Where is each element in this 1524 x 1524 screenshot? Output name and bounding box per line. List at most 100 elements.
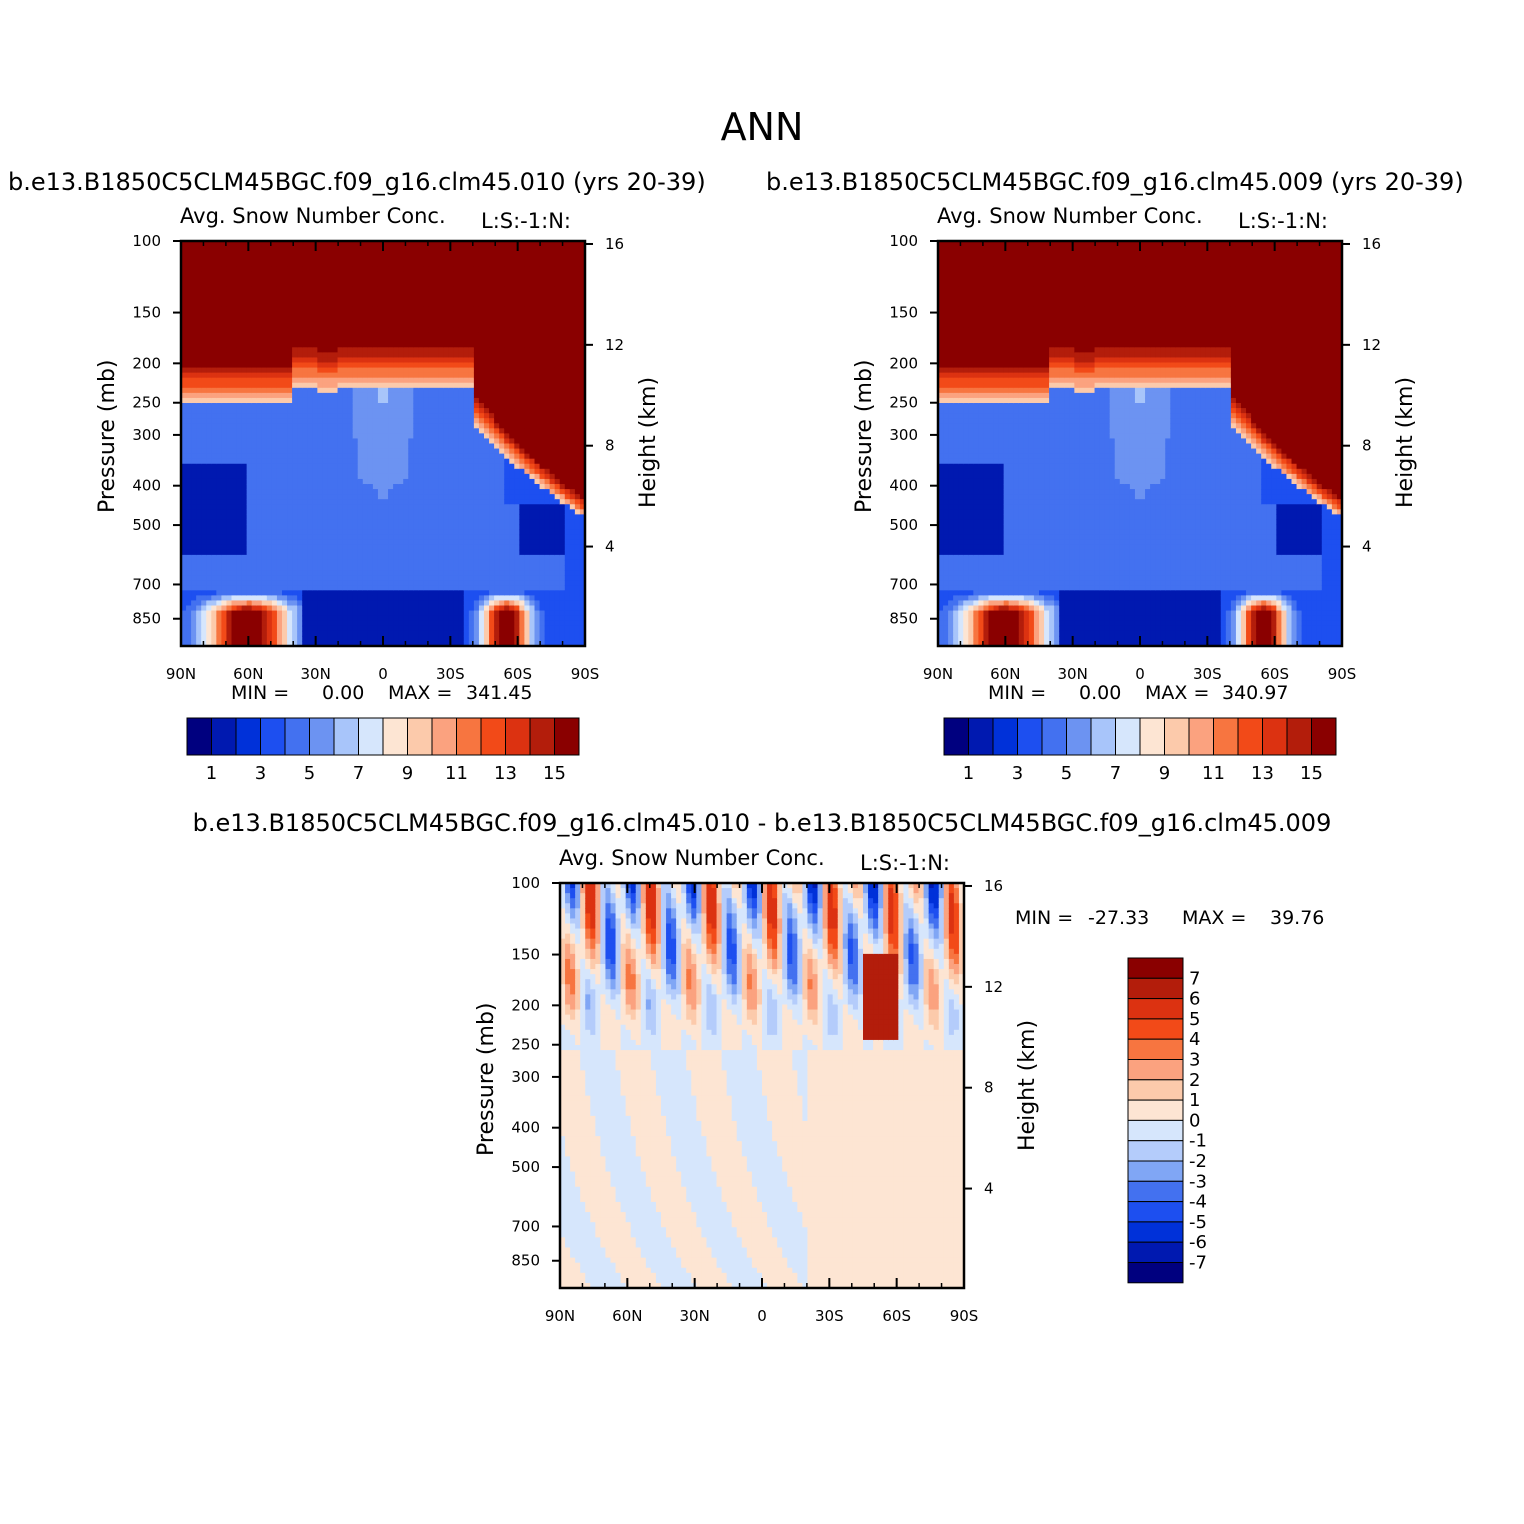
contour-cell [478,539,485,546]
contour-cell [423,241,430,247]
contour-cell [256,494,263,500]
contour-cell [383,524,389,531]
contour-cell [438,529,445,536]
contour-cell [256,261,263,267]
contour-cell [377,246,384,252]
contour-cell [332,266,339,272]
contour-cell [377,615,384,622]
contour-cell [478,478,485,485]
contour-cell [327,509,334,515]
contour-cell [489,261,495,267]
contour-cell [372,524,379,531]
contour-cell [251,387,258,394]
contour-cell [216,403,222,409]
contour-cell [231,357,238,364]
contour-cell [327,544,334,551]
contour-cell [261,246,268,252]
contour-cell [251,458,258,465]
contour-cell [287,514,293,521]
contour-cell [388,342,394,348]
contour-cell [383,630,389,637]
contour-cell [181,392,187,399]
contour-cell [453,504,460,510]
contour-cell [322,559,329,566]
contour-cell [206,352,212,359]
contour-cell [271,322,278,328]
contour-cell [393,347,399,353]
contour-cell [413,246,419,252]
contour-cell [191,347,197,353]
contour-cell [181,266,187,272]
contour-cell [231,261,238,267]
contour-cell [332,625,339,632]
contour-cell [428,377,435,384]
contour-cell [327,570,334,576]
contour-cell [206,327,212,333]
contour-cell [453,403,460,409]
contour-cell [377,448,384,455]
contour-cell [372,362,379,369]
contour-cell [484,251,490,257]
contour-cell [266,585,273,591]
contour-cell [236,640,243,647]
contour-cell [423,246,430,252]
contour-cell [342,575,349,581]
contour-cell [347,504,354,510]
contour-cell [453,281,460,288]
contour-cell [236,610,243,617]
contour-cell [332,600,339,607]
contour-cell [342,519,349,526]
contour-cell [443,342,450,348]
contour-cell [191,362,197,369]
contour-cell [408,301,414,308]
contour-cell [433,251,440,257]
contour-cell [398,433,404,440]
contour-cell [342,625,349,632]
contour-cell [256,534,263,541]
contour-cell [438,519,445,526]
contour-cell [489,276,495,283]
contour-cell [352,271,359,278]
contour-cell [388,514,394,521]
contour-cell [398,620,404,627]
contour-cell [357,529,364,536]
contour-cell [302,605,308,612]
contour-cell [489,246,495,252]
contour-cell [342,261,349,267]
contour-cell [216,261,222,267]
contour-cell [241,640,248,647]
contour-cell [413,357,419,364]
contour-cell [186,256,192,262]
contour-cell [403,367,409,374]
contour-cell [181,539,187,546]
contour-cell [484,499,490,505]
contour-cell [398,327,404,333]
contour-cell [196,519,202,526]
contour-cell [484,605,490,612]
contour-cell [337,615,344,622]
contour-cell [458,524,465,531]
contour-cell [271,327,278,333]
contour-cell [226,241,233,247]
contour-cell [302,620,308,627]
contour-cell [186,570,192,576]
contour-cell [216,580,222,586]
contour-cell [383,251,389,257]
contour-cell [216,640,222,647]
contour-cell [352,478,359,485]
contour-cell [317,575,323,581]
contour-cell [362,377,369,384]
contour-cell [196,423,202,429]
contour-cell [181,387,187,394]
contour-cell [367,615,374,622]
contour-cell [367,448,374,455]
contour-cell [489,504,495,510]
contour-cell [282,463,288,470]
contour-cell [322,428,329,434]
contour-cell [443,448,450,455]
contour-cell [292,625,298,632]
contour-cell [332,468,339,475]
contour-cell [201,489,207,495]
contour-cell [438,484,445,490]
contour-cell [413,504,419,510]
